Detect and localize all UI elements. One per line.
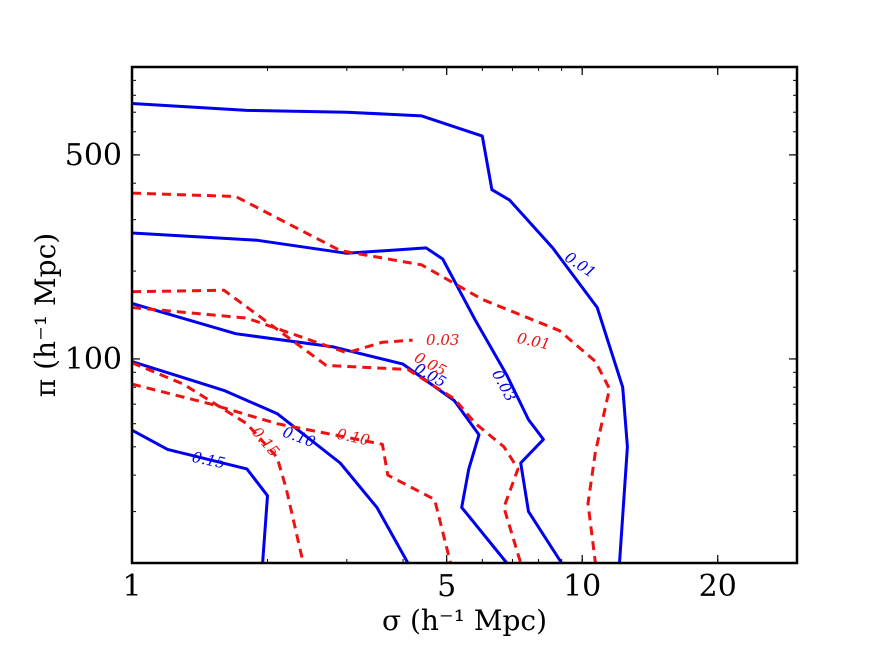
contour-label-solid-0.10: 0.10 xyxy=(280,423,318,451)
contour-line-dashed-0.01 xyxy=(132,191,611,563)
contour-lines xyxy=(132,102,629,563)
y-axis-title: π (h⁻¹ Mpc) xyxy=(29,233,62,397)
contour-line-dashed-0.10 xyxy=(132,382,452,563)
y-tick-label: 500 xyxy=(65,138,122,173)
x-axis-title: σ (h⁻¹ Mpc) xyxy=(382,604,547,637)
contour-line-dashed-0.03 xyxy=(132,306,413,355)
x-tick-label: 1 xyxy=(122,569,141,604)
x-tick-label: 20 xyxy=(699,569,737,604)
contour-line-solid-0.05 xyxy=(132,301,508,563)
contour-line-solid-0.10 xyxy=(132,360,410,563)
contour-label-dashed-0.01: 0.01 xyxy=(515,329,551,354)
contour-line-solid-0.01 xyxy=(132,102,629,563)
contour-line-solid-0.15 xyxy=(132,428,269,563)
y-tick-label: 100 xyxy=(65,342,122,377)
x-tick-label: 10 xyxy=(563,569,601,604)
contour-label-solid-0.01: 0.01 xyxy=(561,248,599,282)
contour-label-solid-0.03: 0.03 xyxy=(488,367,520,405)
contour-label-dashed-0.03: 0.03 xyxy=(426,331,459,349)
contour-line-solid-0.03 xyxy=(132,231,563,563)
contour-line-dashed-0.05 xyxy=(132,288,523,563)
contour-label-solid-0.15: 0.15 xyxy=(190,448,226,473)
axes-frame xyxy=(130,65,799,565)
contour-line-dashed-0.15 xyxy=(132,361,305,563)
contour-label-dashed-0.10: 0.10 xyxy=(335,425,372,450)
x-tick-label: 5 xyxy=(437,569,456,604)
